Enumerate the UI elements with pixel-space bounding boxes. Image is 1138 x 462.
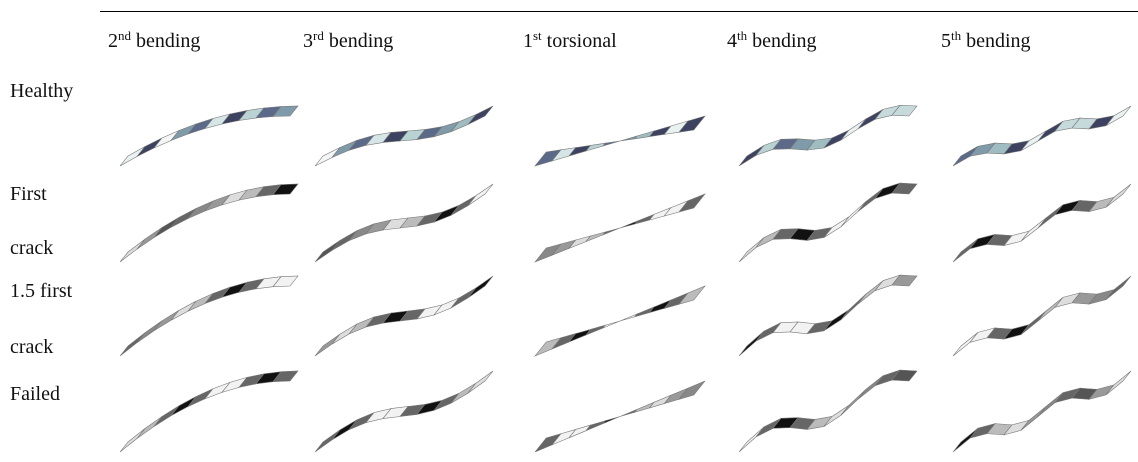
- ribbon-segment: [739, 145, 764, 166]
- ribbon-segment: [620, 221, 637, 228]
- ribbon-segment: [1106, 184, 1131, 207]
- ordinal-suffix: th: [737, 28, 747, 43]
- ribbon-segment: [315, 240, 340, 262]
- ribbon-segment: [451, 288, 476, 308]
- ribbon-segment: [120, 429, 145, 452]
- ordinal-suffix: st: [533, 28, 542, 43]
- ribbon-segment: [1106, 106, 1131, 126]
- ribbon-segment: [824, 405, 849, 426]
- ribbon-segment: [332, 420, 357, 440]
- ribbon-segment: [953, 428, 978, 452]
- mode-label: bending: [966, 30, 1030, 52]
- ribbon-segment: [953, 239, 978, 262]
- ribbon-segment: [603, 228, 620, 235]
- ribbon-segment: [188, 389, 213, 407]
- ribbon-segment: [468, 184, 493, 206]
- mode-shapes: [0, 0, 1138, 462]
- ribbon-segment: [451, 196, 476, 216]
- column-header: 2nd bending: [108, 30, 200, 53]
- mode-label: torsional: [547, 30, 617, 52]
- ordinal-suffix: th: [951, 28, 961, 43]
- ribbon-segment: [137, 321, 162, 343]
- column-header: 4th bending: [727, 30, 817, 53]
- ribbon-segment: [332, 231, 357, 251]
- ribbon-segment: [620, 409, 637, 416]
- ribbon-segment: [468, 276, 493, 298]
- ribbon-segment: [315, 430, 340, 452]
- ribbon-segment: [137, 228, 162, 250]
- mode-label: bending: [329, 30, 393, 52]
- ordinal-suffix: rd: [313, 28, 324, 43]
- ribbon-segment: [1106, 276, 1131, 300]
- ribbon-segment: [1021, 311, 1046, 335]
- ordinal: 3: [303, 30, 313, 52]
- ribbon-segment: [841, 389, 866, 415]
- column-header: 5th bending: [941, 30, 1031, 53]
- ribbon-segment: [120, 147, 145, 167]
- row-label: crack: [10, 237, 53, 260]
- ordinal-suffix: nd: [118, 28, 131, 43]
- ribbon-segment: [154, 406, 179, 427]
- ribbon-segment: [739, 427, 764, 452]
- ribbon-segment: [953, 332, 978, 356]
- ribbon-segment: [603, 141, 620, 146]
- ribbon-segment: [1021, 218, 1046, 241]
- ribbon-segment: [137, 138, 162, 157]
- ribbon-segment: [1106, 371, 1131, 395]
- ribbon-segment: [1021, 131, 1046, 151]
- ribbon-segment: [120, 333, 145, 356]
- ribbon-segment: [315, 334, 340, 356]
- row-label: Failed: [10, 383, 60, 406]
- ribbon-segment: [739, 237, 764, 262]
- ribbon-segment: [171, 208, 196, 227]
- row-label: First: [10, 183, 47, 206]
- ribbon-segment: [858, 109, 883, 128]
- ribbon-segment: [171, 397, 196, 416]
- ribbon-segment: [451, 383, 476, 403]
- ribbon-segment: [586, 143, 605, 151]
- ribbon-segment: [858, 376, 883, 399]
- ribbon-segment: [858, 189, 883, 212]
- ribbon-segment: [858, 281, 883, 304]
- row-label: crack: [10, 336, 53, 359]
- ribbon-segment: [620, 136, 637, 141]
- ribbon-segment: [120, 239, 145, 262]
- ribbon-segment: [1038, 393, 1063, 417]
- ribbon-segment: [739, 331, 764, 356]
- column-header: 1st torsional: [523, 30, 617, 53]
- ribbon-segment: [315, 147, 340, 166]
- mode-label: bending: [752, 30, 816, 52]
- ribbon-segment: [188, 294, 213, 312]
- ribbon-segment: [154, 131, 179, 149]
- column-header: 3rd bending: [303, 30, 393, 53]
- ribbon-segment: [824, 310, 849, 331]
- ribbon-segment: [332, 324, 357, 344]
- ribbon-segment: [1038, 121, 1063, 141]
- ordinal: 5: [941, 30, 951, 52]
- ordinal: 1: [523, 30, 533, 52]
- ribbon-segment: [841, 201, 866, 226]
- ribbon-segment: [154, 310, 179, 331]
- ribbon-segment: [603, 417, 620, 424]
- ribbon-segment: [841, 294, 866, 320]
- ribbon-segment: [953, 146, 978, 166]
- ribbon-segment: [603, 321, 620, 328]
- ordinal: 2: [108, 30, 118, 52]
- ribbon-segment: [171, 301, 196, 320]
- ribbon-segment: [468, 106, 493, 125]
- ribbon-segment: [137, 416, 162, 438]
- ribbon-segment: [1038, 205, 1063, 228]
- ribbon-segment: [841, 119, 866, 140]
- page: 2nd bending3rd bending1st torsional4th b…: [0, 0, 1138, 462]
- mode-label: bending: [136, 30, 200, 52]
- ribbon-segment: [154, 217, 179, 237]
- ribbon-segment: [620, 314, 637, 321]
- row-label: Healthy: [10, 80, 73, 103]
- row-label: 1.5 first: [10, 280, 72, 303]
- ribbon-segment: [468, 371, 493, 393]
- ribbon-segment: [1021, 407, 1046, 431]
- ordinal: 4: [727, 30, 737, 52]
- ribbon-segment: [824, 217, 849, 238]
- ribbon-segment: [1038, 297, 1063, 321]
